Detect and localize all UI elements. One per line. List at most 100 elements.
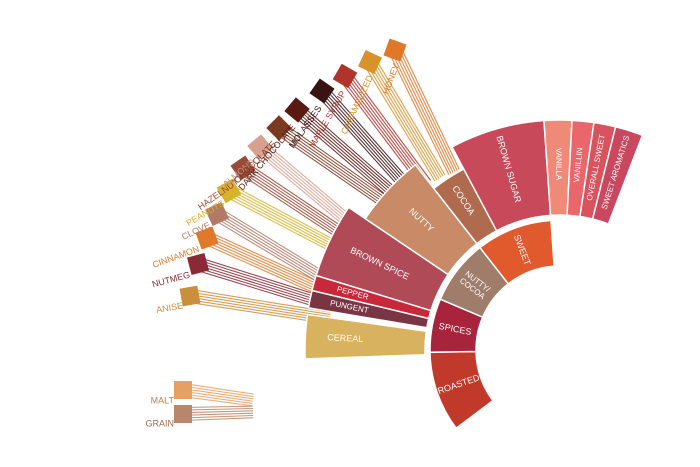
leaf-marker-honey [383,38,407,62]
leaf-marker-hazelnut [230,155,256,181]
leaf-label-anise: ANISE [155,300,183,315]
stream-line [326,86,415,187]
stream-line [345,74,428,184]
leaf-label-honey: HONEY [381,62,401,96]
leaf-marker-grain [174,405,192,423]
leaf-marker-molasses [309,78,335,104]
segment-brown-sugar [451,119,552,232]
stream-line [183,385,254,398]
stream-line [182,390,253,402]
stream-line [182,395,253,407]
leaf-marker-maple-syrup [332,63,358,89]
stream-line [294,112,395,200]
stream-line [198,259,332,303]
segment-sweet [478,219,555,285]
segment-cereal [304,313,428,360]
stream-nutmeg [195,257,332,312]
stream-line [322,89,412,190]
stream-line [204,243,331,301]
stream-line [197,264,330,307]
leaf-label-nutmeg: NUTMEG [151,270,191,290]
stream-line [183,417,254,422]
segment-overall-sweet [579,121,617,220]
stream-line [318,93,408,193]
stream-line [189,296,330,320]
stream-line [190,294,331,318]
stream-line [199,257,332,300]
stream-line [196,267,330,309]
stream-line [279,126,389,204]
segment-nutty [364,163,478,276]
stream-line [368,62,440,179]
leaf-marker-cinnamon [195,226,219,250]
leaf-marker-caramelized [358,50,382,74]
leaf-marker-dark-chocolate [284,97,310,123]
stream-grain [182,405,254,422]
segment-roasted [429,350,494,430]
stream-line [390,51,452,174]
stream-line [343,76,426,186]
leaf-label-grain: GRAIN [145,418,174,428]
segment-spices [429,298,484,354]
stream-line [190,291,331,316]
stream-anise [188,289,331,325]
stream-line [189,299,330,323]
stream-molasses [316,86,415,195]
stream-line [188,301,330,325]
leaf-label-malt: MALT [151,395,175,405]
segment-nutty-cocoa [439,246,510,319]
stream-malt [182,383,254,407]
stream-line [274,132,385,210]
leaf-marker-malt [174,381,192,399]
stream-line [341,78,424,187]
stream-line [205,241,332,299]
stream-line [183,388,254,400]
stream-line [276,130,387,208]
stream-line [182,405,253,409]
segment-label-vanilla: VANILLA [554,148,563,181]
segment-label-vanillin: VANILLIN [572,147,584,183]
segment-vanilla [543,119,573,217]
stream-line [183,383,254,395]
stream-line [182,410,253,414]
stream-line [370,61,442,178]
leaf-marker-almond [247,134,273,160]
stream-chocolate [274,122,392,210]
stream-line [400,46,460,170]
stream-line [282,122,392,200]
leaf-marker-chocolate [266,115,292,141]
stream-line [206,238,333,297]
stream-line [324,88,414,189]
stream-line [393,50,454,173]
stream-dark-chocolate [292,104,401,201]
segment-vanillin [566,119,595,218]
stream-line [198,262,331,305]
stream-line [182,393,253,405]
stream-line [398,48,458,171]
leaf-marker-clove [205,202,229,226]
stream-line [183,414,254,419]
segment-cocoa [432,167,498,245]
segment-pungent [307,289,430,329]
stream-line [295,110,396,198]
stream-line [363,65,436,182]
segment-brown-spice [315,206,450,312]
stream-line [182,407,253,411]
stream-line [366,63,438,181]
stream-line [375,58,446,176]
stream-line [388,52,450,175]
stream-line [213,219,334,292]
stream-honey [388,46,460,175]
stream-line [183,412,254,416]
stream-line [349,71,432,181]
stream-line [195,269,329,312]
segment-sweet-aromatics [591,125,644,225]
stream-line [316,94,407,195]
segment-label-cereal: CEREAL [327,332,363,344]
stream-line [190,289,331,313]
stream-line [292,114,393,201]
stream-line [207,236,334,295]
